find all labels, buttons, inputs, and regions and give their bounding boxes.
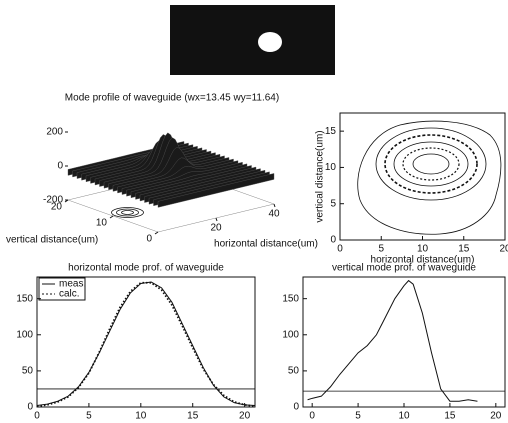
y-tick bbox=[110, 216, 113, 218]
y-tick-label: 150 bbox=[16, 293, 33, 304]
floor-contour bbox=[117, 209, 139, 216]
mode-image bbox=[170, 5, 335, 75]
plot-frame bbox=[340, 113, 505, 240]
y-tick-label: 0 bbox=[293, 402, 299, 413]
x-tick-label: 0 bbox=[337, 244, 343, 255]
y-tick-label: 10 bbox=[96, 218, 108, 229]
y-tick-label: 150 bbox=[282, 293, 299, 304]
x-tick-label: 0 bbox=[309, 411, 315, 422]
y-tick-label: 100 bbox=[282, 329, 299, 340]
plot-frame bbox=[303, 277, 505, 407]
x-tick-label: 5 bbox=[355, 411, 361, 422]
y-tick-label: 0 bbox=[330, 235, 336, 246]
z-tick-label: 200 bbox=[46, 127, 63, 138]
mode-spot bbox=[258, 32, 282, 52]
y-tick-label: 50 bbox=[288, 366, 300, 377]
figure-title: Mode profile of waveguide (wx=13.45 wy=1… bbox=[65, 93, 279, 104]
x-tick-label: 40 bbox=[268, 209, 280, 220]
data-line bbox=[37, 283, 255, 407]
x-tick-label: 20 bbox=[499, 244, 508, 255]
data-line bbox=[37, 282, 255, 406]
x-tick-label: 5 bbox=[378, 244, 384, 255]
x-tick-label: 20 bbox=[210, 223, 222, 234]
figure: Mode profile of waveguide (wx=13.45 wy=1… bbox=[0, 0, 508, 423]
x-tick-label: 15 bbox=[187, 411, 199, 422]
y-tick-label: 15 bbox=[325, 126, 337, 137]
y-tick-label: 10 bbox=[325, 162, 337, 173]
x-tick-label: 0 bbox=[34, 411, 40, 422]
contour-lines bbox=[358, 121, 501, 234]
y-tick-label: 100 bbox=[16, 329, 33, 340]
y-tick-label: 0 bbox=[27, 402, 33, 413]
x-tick-label: 5 bbox=[86, 411, 92, 422]
y-tick-label: 5 bbox=[330, 198, 336, 209]
chart-title: horizontal mode prof. of waveguide bbox=[68, 263, 224, 274]
y-tick-label: 0 bbox=[146, 234, 152, 245]
y-axis-label: vertical distance(um) bbox=[315, 130, 326, 222]
legend-label: calc. bbox=[59, 289, 80, 300]
chart-title: vertical mode prof. of waveguide bbox=[332, 263, 476, 274]
x-tick-label: 20 bbox=[490, 411, 502, 422]
x-tick-label: 10 bbox=[135, 411, 147, 422]
x-tick-label: 10 bbox=[398, 411, 410, 422]
x-tick-label: 15 bbox=[444, 411, 456, 422]
x-tick-label: 10 bbox=[417, 244, 429, 255]
x-axis-label: horizontal distance(um) bbox=[214, 239, 318, 250]
y-tick-label: 20 bbox=[51, 202, 63, 213]
x-tick bbox=[216, 218, 217, 221]
data-line bbox=[308, 281, 478, 402]
y-axis-label: vertical distance(um) bbox=[6, 235, 98, 246]
y-tick bbox=[155, 232, 158, 234]
floor-contour bbox=[122, 211, 134, 215]
x-tick-label: 15 bbox=[458, 244, 470, 255]
z-tick-label: 0 bbox=[57, 161, 63, 172]
y-tick-label: 50 bbox=[22, 366, 34, 377]
x-tick-label: 20 bbox=[239, 411, 251, 422]
x-tick bbox=[274, 204, 275, 207]
